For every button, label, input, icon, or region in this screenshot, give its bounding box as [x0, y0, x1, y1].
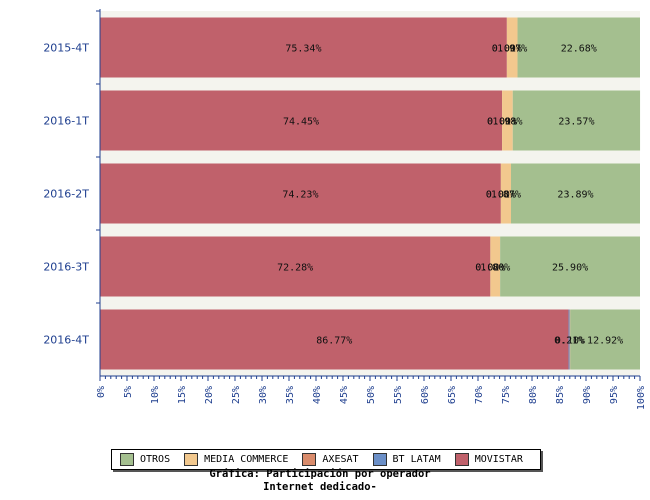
bar-segment	[506, 17, 518, 78]
data-label: 23.57%	[558, 117, 594, 128]
chart-caption-line-2: Internet dedicado-	[263, 481, 377, 493]
data-label: 0.02%	[475, 263, 505, 274]
bar-segment	[490, 236, 501, 297]
data-label: 0.10%	[555, 336, 585, 347]
bar-segment	[500, 163, 511, 224]
bar-segment	[570, 309, 640, 370]
data-label: 74.23%	[282, 190, 318, 201]
data-label: 86.77%	[316, 336, 352, 347]
legend-item: MEDIA COMMERCE	[184, 453, 288, 466]
x-tick-label: 15%	[177, 386, 188, 404]
x-tick-label: 45%	[339, 386, 350, 404]
bar-segment	[512, 90, 641, 151]
data-label: 74.45%	[283, 117, 319, 128]
x-tick-label: 0%	[96, 386, 107, 398]
x-tick-label: 30%	[258, 386, 269, 404]
legend-swatch	[120, 453, 134, 466]
bar-segment	[502, 90, 513, 151]
bar-segment	[517, 17, 640, 78]
data-label: 1.87%	[491, 190, 521, 201]
bar-segment	[100, 236, 491, 297]
x-tick-label: 80%	[528, 386, 539, 404]
legend-item: OTROS	[120, 453, 170, 466]
x-tick-label: 85%	[555, 386, 566, 404]
data-label: 0.01%	[492, 44, 522, 55]
legend-item: AXESAT	[302, 453, 359, 466]
legend-label: MEDIA COMMERCE	[204, 454, 289, 465]
bar-segment	[569, 309, 571, 370]
data-label: 75.34%	[285, 44, 321, 55]
x-tick-label: 100%	[636, 386, 647, 410]
x-tick-label: 60%	[420, 386, 431, 404]
legend-swatch	[302, 453, 317, 466]
data-label: 0.00%	[486, 190, 516, 201]
bar-segment	[100, 309, 569, 370]
data-label: 0.01%	[487, 117, 517, 128]
x-tick-label: 55%	[393, 386, 404, 404]
data-label: 22.68%	[561, 44, 597, 55]
axes-layer: 2015-4T 2016-1T 2016-2T 2016-3T 2016-4T 0% 5% 1…	[43, 9, 647, 410]
legend-swatch	[372, 453, 387, 466]
x-tick-label: 50%	[366, 386, 377, 404]
data-label: 0.00%	[492, 44, 522, 55]
bar-segment	[100, 163, 501, 224]
legend-label: AXESAT	[322, 454, 359, 465]
legend-item: MOVISTAR	[454, 453, 523, 466]
data-label: 0.21%	[554, 336, 584, 347]
x-tick-label: 5%	[123, 386, 134, 398]
legend-label: BT LATAM	[392, 454, 441, 465]
data-label: 1.98%	[492, 117, 522, 128]
x-tick-label: 75%	[501, 386, 512, 404]
category-label: 2015-4T	[43, 42, 89, 55]
x-tick-label: 20%	[204, 386, 215, 404]
data-label: 0.00%	[475, 263, 505, 274]
legend-label: MOVISTAR	[474, 454, 523, 465]
data-label: 1.80%	[480, 263, 510, 274]
legend-swatch	[454, 453, 469, 466]
x-tick-label: 10%	[150, 386, 161, 404]
data-label: 72.28%	[277, 263, 313, 274]
bar-segment	[100, 17, 507, 78]
bar-segment	[510, 163, 640, 224]
category-label: 2016-3T	[43, 261, 89, 274]
x-tick-label: 25%	[231, 386, 242, 404]
data-label: 1.97%	[497, 44, 527, 55]
bar-segment	[100, 90, 503, 151]
bar-segment	[568, 309, 570, 370]
x-tick-label: 40%	[312, 386, 323, 404]
data-label: 25.90%	[552, 263, 588, 274]
legend-item: BT LATAM	[372, 453, 441, 466]
data-label: 0.01%	[486, 190, 516, 201]
category-label: 2016-1T	[43, 115, 89, 128]
legend-swatch	[184, 453, 199, 466]
chart-legend: OTROS MEDIA COMMERCE AXESAT BT LATAM MOVISTA…	[111, 449, 541, 470]
category-label: 2016-2T	[43, 188, 89, 201]
category-label: 2016-4T	[43, 334, 89, 347]
x-tick-label: 35%	[285, 386, 296, 404]
x-tick-label: 70%	[474, 386, 485, 404]
chart-caption-line-1: Gráfica: Participación por operador	[209, 468, 431, 480]
x-tick-label: 90%	[582, 386, 593, 404]
bars-layer: 75.34% 0.00%0.01%1.97% 22.68%74.45% 0.00%0.…	[100, 17, 641, 370]
legend-label: OTROS	[140, 454, 171, 465]
x-tick-label: 65%	[447, 386, 458, 404]
x-tick-label: 95%	[609, 386, 620, 404]
data-label: 0.00%	[487, 117, 517, 128]
data-label: 12.92%	[587, 336, 623, 347]
data-label: 23.89%	[557, 190, 593, 201]
bar-segment	[500, 236, 640, 297]
